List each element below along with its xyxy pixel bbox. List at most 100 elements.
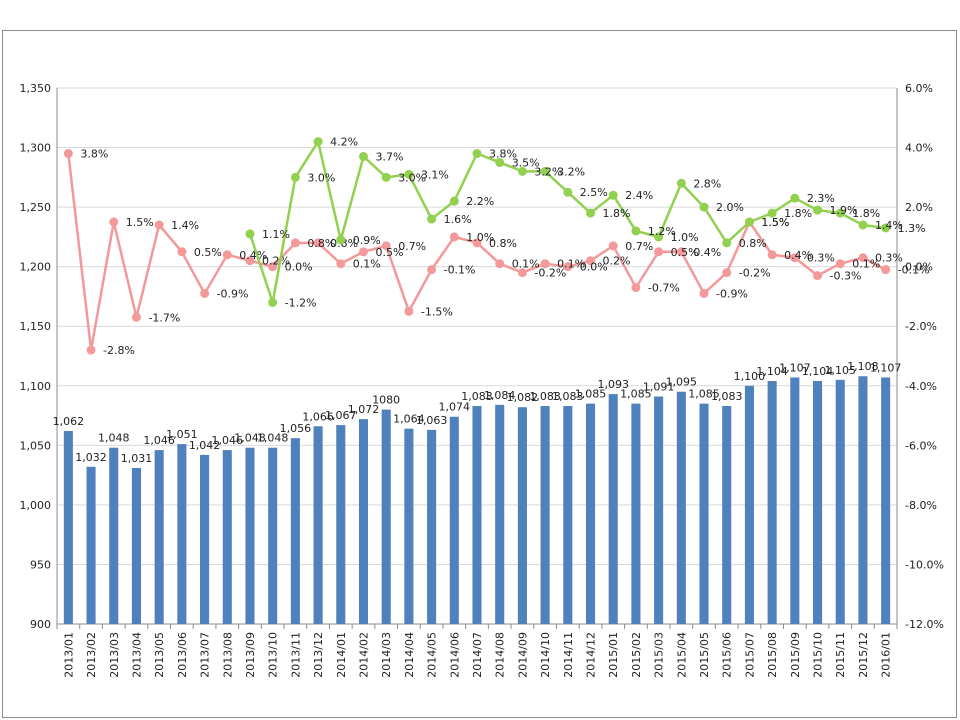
y-left-tick-label: 950	[30, 558, 51, 571]
series-data-label: 0.1%	[353, 258, 381, 271]
bar	[313, 426, 323, 624]
bar-data-label: 1,108	[847, 360, 879, 373]
series-point	[154, 220, 164, 230]
bar-data-label: 1,083	[461, 390, 493, 403]
series-point	[109, 217, 119, 227]
series-point	[540, 166, 550, 176]
series-data-label: 1.5%	[761, 216, 789, 229]
bar	[517, 407, 527, 624]
x-tick-label: 2015/01	[607, 632, 620, 678]
bar	[676, 391, 686, 624]
series-point	[268, 297, 278, 307]
x-tick-label: 2013/02	[85, 632, 98, 678]
bar	[268, 447, 278, 624]
series-point	[404, 169, 414, 179]
x-tick-label: 2015/10	[812, 632, 825, 678]
series-data-label: 2.5%	[580, 186, 608, 199]
series-data-label: 2.2%	[466, 195, 494, 208]
y-right-tick-label: -2.0%	[905, 320, 937, 333]
series-point	[358, 151, 368, 161]
bar-data-label: 1,064	[393, 413, 425, 426]
x-tick-label: 2014/07	[471, 632, 484, 678]
bar-data-label: 1080	[372, 394, 400, 407]
series-point	[381, 172, 391, 182]
y-left-tick-label: 1,100	[20, 380, 52, 393]
series-data-label: 2.0%	[716, 201, 744, 214]
series-data-label: 0.1%	[557, 258, 585, 271]
series-data-label: 2.4%	[625, 189, 653, 202]
series-point	[767, 208, 777, 218]
series-point	[813, 271, 823, 281]
bar	[699, 403, 709, 624]
y-right-tick-label: -12.0%	[905, 618, 944, 631]
y-right-tick-label: -4.0%	[905, 380, 937, 393]
bar	[608, 394, 618, 624]
series-point	[586, 208, 596, 218]
series-point	[336, 259, 346, 269]
series-point	[449, 196, 459, 206]
bar-data-label: 1,104	[802, 365, 834, 378]
y-right-tick-label: 4.0%	[905, 142, 933, 155]
x-tick-label: 2013/07	[199, 632, 212, 678]
series-data-label: 3.8%	[80, 148, 108, 161]
series-point	[835, 259, 845, 269]
bar-data-label: 1,083	[711, 390, 743, 403]
bar	[767, 381, 777, 624]
bar-data-label: 1,104	[756, 365, 788, 378]
y-left-tick-label: 1,350	[20, 82, 52, 95]
series-data-label: 0.5%	[671, 246, 699, 259]
series-data-label: -1.7%	[148, 311, 180, 324]
bar	[222, 450, 232, 624]
series-point	[699, 202, 709, 212]
x-tick-label: 2013/04	[130, 632, 143, 678]
series-point	[813, 205, 823, 215]
series-point	[676, 247, 686, 257]
series-data-label: 0.0%	[580, 261, 608, 274]
bar-data-label: 1,107	[870, 361, 902, 374]
bar-data-label: 1,083	[529, 390, 561, 403]
bar-data-label: 1,105	[824, 364, 856, 377]
series-data-label: 1.6%	[444, 213, 472, 226]
series-data-label: 0.8%	[739, 237, 767, 250]
x-tick-label: 2014/12	[585, 632, 598, 678]
series-data-label: 3.5%	[512, 156, 540, 169]
x-tick-label: 2013/08	[221, 632, 234, 678]
bar	[881, 377, 891, 624]
x-tick-label: 2013/12	[312, 632, 325, 678]
bar	[790, 377, 800, 624]
bar-data-label: 1,051	[166, 428, 198, 441]
y-right-tick-label: 0.0%	[905, 261, 933, 274]
bar-data-label: 1,085	[620, 388, 652, 401]
series-data-label: 0.2%	[603, 255, 631, 268]
bar	[449, 416, 459, 624]
series-point	[131, 312, 141, 322]
bar-data-label: 1,095	[666, 376, 698, 389]
series-data-label: 0.4%	[693, 246, 721, 259]
series-data-label: -0.2%	[534, 267, 566, 280]
series-point	[722, 238, 732, 248]
series-point	[63, 149, 73, 159]
x-tick-label: 2013/10	[267, 632, 280, 678]
bar-data-label: 1,056	[280, 422, 312, 435]
series-point	[427, 265, 437, 275]
series-data-label: 0.4%	[784, 249, 812, 262]
series-data-label: 1.2%	[648, 225, 676, 238]
series-point	[358, 247, 368, 257]
bar-data-label: 1,048	[234, 432, 266, 445]
bar	[290, 438, 300, 624]
series-point	[676, 178, 686, 188]
series-point	[495, 259, 505, 269]
y-right-tick-label: -10.0%	[905, 558, 944, 571]
x-tick-label: 2015/12	[857, 632, 870, 678]
bar	[835, 379, 845, 624]
series-point	[177, 247, 187, 257]
series-point	[699, 288, 709, 298]
bar	[563, 406, 573, 624]
series-point	[881, 265, 891, 275]
series-point	[472, 149, 482, 159]
x-tick-label: 2013/06	[176, 632, 189, 678]
bar	[109, 447, 119, 624]
bar	[336, 425, 346, 624]
series-point	[200, 288, 210, 298]
y-left-tick-label: 1,200	[20, 261, 52, 274]
